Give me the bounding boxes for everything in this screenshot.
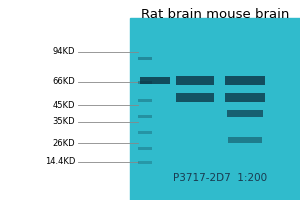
- Bar: [225, 75, 265, 84]
- Bar: [176, 92, 214, 102]
- Bar: [176, 75, 214, 84]
- Text: 45KD: 45KD: [52, 100, 75, 110]
- Bar: [138, 130, 152, 134]
- Bar: [138, 114, 152, 117]
- Bar: [140, 76, 170, 84]
- Bar: [225, 92, 265, 102]
- Bar: [228, 137, 262, 143]
- Bar: [138, 80, 152, 84]
- Bar: [138, 146, 152, 150]
- Text: 94KD: 94KD: [52, 47, 75, 56]
- Bar: [138, 160, 152, 164]
- Bar: [130, 18, 300, 200]
- Text: 66KD: 66KD: [52, 77, 75, 86]
- Text: 14.4KD: 14.4KD: [45, 158, 75, 166]
- Text: Rat brain mouse brain: Rat brain mouse brain: [141, 8, 289, 21]
- Bar: [138, 98, 152, 102]
- Bar: [227, 110, 263, 116]
- Text: 26KD: 26KD: [52, 138, 75, 148]
- Text: P3717-2D7  1:200: P3717-2D7 1:200: [173, 173, 267, 183]
- Text: 35KD: 35KD: [52, 117, 75, 127]
- Bar: [138, 56, 152, 60]
